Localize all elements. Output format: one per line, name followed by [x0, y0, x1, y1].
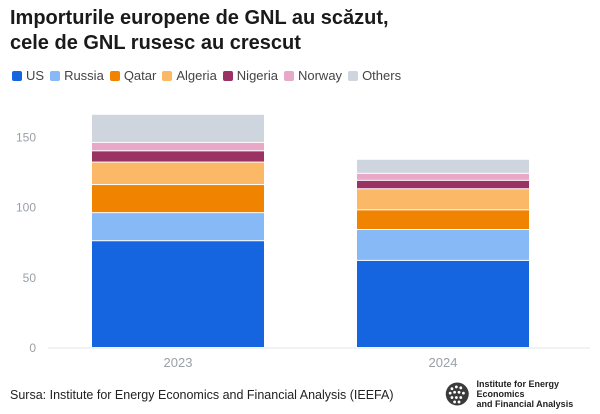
bar-segment-russia-2024	[357, 230, 529, 260]
bar-segment-us-2023	[92, 241, 264, 347]
legend-swatch	[283, 70, 294, 81]
y-tick-label: 50	[23, 271, 37, 285]
legend: US Russia Qatar Algeria Nigeria Norway Others	[12, 68, 592, 83]
chart-title: Importurile europene de GNL au scăzut, c…	[10, 6, 590, 56]
legend-label: Others	[362, 68, 402, 83]
x-tick-label: 2023	[164, 355, 193, 370]
title-line-2: cele de GNL rusesc au crescut	[10, 32, 301, 54]
legend-label: US	[26, 68, 45, 83]
brand-name: Institute for Energy Economics and Finan…	[477, 379, 595, 409]
y-tick-label: 100	[16, 201, 36, 215]
legend-swatch	[348, 70, 359, 81]
bar-segment-us-2024	[357, 260, 529, 347]
ieefa-logo: Institute for Energy Economics and Finan…	[444, 378, 594, 410]
brand-line-2: and Financial Analysis	[476, 399, 574, 409]
y-tick-label: 0	[29, 341, 36, 355]
legend-label: Qatar	[123, 68, 157, 83]
y-tick-label: 150	[16, 130, 36, 144]
legend-item-russia: Russia	[50, 68, 104, 83]
x-tick-label: 2024	[429, 355, 458, 370]
bar-segment-others-2023	[92, 114, 264, 142]
title-line-1: Importurile europene de GNL au scăzut,	[10, 7, 389, 29]
legend-item-us: US	[12, 68, 44, 83]
bar-segment-algeria-2024	[357, 189, 529, 210]
bar-segment-norway-2023	[92, 142, 264, 151]
bar-segment-nigeria-2024	[357, 180, 529, 189]
legend-item-algeria: Algeria	[162, 68, 217, 83]
legend-swatch	[50, 70, 61, 81]
bar-segment-qatar-2024	[357, 210, 529, 229]
legend-swatch	[12, 70, 22, 81]
legend-swatch	[222, 70, 233, 81]
legend-swatch	[109, 70, 120, 81]
bar-segment-russia-2023	[92, 213, 264, 241]
bar-segment-qatar-2023	[92, 185, 264, 213]
bar-segment-algeria-2023	[92, 162, 264, 185]
brand-line-1: Institute for Energy Economics	[476, 379, 560, 399]
legend-swatch	[162, 70, 173, 81]
stacked-bar-chart: 0 50 100 150 2023 2024	[16, 114, 590, 370]
source-note: Sursa: Institute for Energy Economics an…	[10, 388, 394, 402]
legend-label: Russia	[64, 68, 104, 83]
bar-segment-nigeria-2023	[92, 151, 264, 162]
legend-label: Algeria	[176, 68, 217, 83]
bar-segment-others-2024	[357, 159, 529, 173]
legend-item-qatar: Qatar	[109, 68, 157, 83]
legend-item-others: Others	[348, 68, 401, 83]
legend-item-norway: Norway	[283, 68, 343, 83]
legend-item-nigeria: Nigeria	[222, 68, 278, 83]
globe-icon	[445, 382, 469, 406]
legend-label: Nigeria	[236, 68, 278, 83]
legend-label: Norway	[297, 68, 343, 83]
bar-segment-norway-2024	[357, 173, 529, 180]
